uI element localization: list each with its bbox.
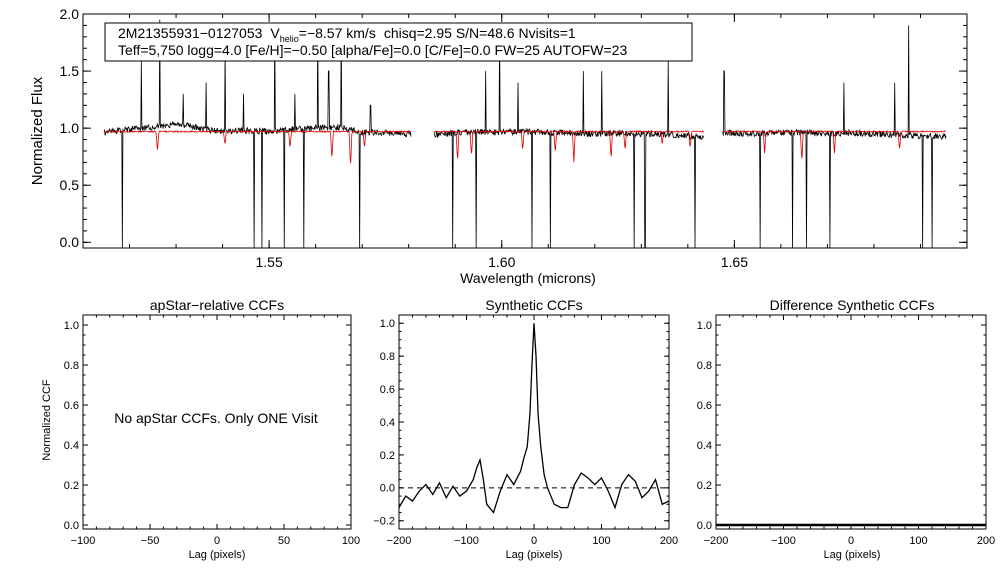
no-ccf-message: No apStar CCFs. Only ONE Visit [114,410,318,426]
synthetic-ccf-x-label: Lag (pixels) [506,549,563,561]
y-tick-label: 1.0 [380,318,395,330]
x-tick-label: 1.55 [255,254,282,270]
y-tick-label: 0.8 [380,351,395,363]
synthetic-ccf-title: Synthetic CCFs [485,297,582,313]
info-line-2: Teff=5,750 logg=4.0 [Fe/H]=−0.50 [alpha/… [118,42,627,58]
y-tick-label: 0.0 [64,520,79,532]
spectrum-ticks: 1.55 1.60 1.65 0.0 0.5 1.0 1.5 2.0 [60,6,968,270]
info-vhelio-sub: helio [280,34,299,44]
apstar-ccf-y-label: Normalized CCF [41,379,53,461]
y-tick-label: 0.2 [380,450,395,462]
x-tick-label: 0 [214,535,220,547]
difference-ccf-panel: Difference Synthetic CCFs −200 −100 0 100 20… [697,297,995,561]
x-tick-label: −200 [387,535,412,547]
x-tick-label: 200 [977,535,995,547]
difference-ccf-title: Difference Synthetic CCFs [770,297,935,313]
info-line-1-rest: chisq=2.95 S/N=48.6 Nvisits=1 [384,25,576,41]
y-tick-label: 0.4 [697,440,712,452]
info-box [104,22,693,62]
difference-ccf-ticks: −200 −100 0 100 200 0.0 0.2 0.4 0.6 0.8 1.0 [697,314,995,547]
synthetic-ccf-line [398,323,670,514]
x-tick-label: 0 [848,535,854,547]
y-tick-label: 0.8 [697,360,712,372]
x-tick-label: −100 [771,535,796,547]
x-tick-label: 200 [660,535,678,547]
y-tick-label: 0.5 [60,177,80,193]
info-line-1: 2M21355931−0127053 Vhelio=−8.57 km/s chisq… [118,25,576,44]
x-tick-label: −100 [454,535,479,547]
x-tick-label: −200 [704,535,729,547]
info-vhelio-value: =−8.57 km/s [299,25,376,41]
y-tick-label: 0.6 [697,400,712,412]
y-tick-label: 0.4 [380,417,395,429]
y-tick-label: 1.0 [64,320,79,332]
x-tick-label: 100 [342,535,360,547]
y-tick-label: 0.0 [380,483,395,495]
y-tick-label: 1.5 [60,63,80,79]
info-vhelio-label: V [270,25,280,41]
spectrum-y-label: Normalized Flux [29,76,46,185]
apstar-ccf-x-label: Lag (pixels) [189,549,246,561]
x-tick-label: 1.60 [488,254,515,270]
x-tick-label: 100 [592,535,610,547]
y-tick-label: 1.0 [60,120,80,136]
y-tick-label: 0.0 [60,234,80,250]
y-tick-label: 0.8 [64,360,79,372]
y-tick-label: 0.4 [64,440,79,452]
difference-ccf-x-label: Lag (pixels) [824,549,881,561]
info-star-name: 2M21355931−0127053 [118,25,263,41]
apstar-ccf-ticks: −100 −50 0 50 100 0.0 0.2 0.4 0.6 0.8 1.0 [64,314,360,547]
y-tick-label: 0.2 [697,480,712,492]
synthetic-ccf-series [398,323,670,514]
y-tick-label: −0.2 [373,516,395,528]
observed-spectrum-line [103,19,947,249]
y-tick-label: 0.0 [697,520,712,532]
spectrum-series [103,19,947,249]
model-spectrum-line [103,129,947,164]
x-tick-label: 100 [909,535,927,547]
x-tick-label: −100 [71,535,96,547]
spectrum-x-label: Wavelength (microns) [460,270,596,286]
x-tick-label: −50 [141,535,160,547]
apstar-ccf-panel: apStar−relative CCFs −100 −50 0 50 100 0.0 0.2… [41,297,360,561]
synthetic-ccf-panel: Synthetic CCFs −200 −100 0 100 200 −0.2 0.0 0.2… [373,297,678,561]
y-tick-label: 1.0 [697,320,712,332]
x-tick-label: 50 [278,535,290,547]
y-tick-label: 0.2 [64,480,79,492]
y-tick-label: 0.6 [64,400,79,412]
spectrum-panel: 1.55 1.60 1.65 0.0 0.5 1.0 1.5 2.0 2M21355931−0… [29,6,968,286]
x-tick-label: 1.65 [721,254,748,270]
apstar-ccf-title: apStar−relative CCFs [150,297,284,313]
y-tick-label: 2.0 [60,6,80,22]
synthetic-ccf-ticks: −200 −100 0 100 200 −0.2 0.0 0.2 0.4 0.6 0.8 1.0 [373,314,678,547]
x-tick-label: 0 [531,535,537,547]
y-tick-label: 0.6 [380,384,395,396]
spectrum-frame [82,13,968,249]
